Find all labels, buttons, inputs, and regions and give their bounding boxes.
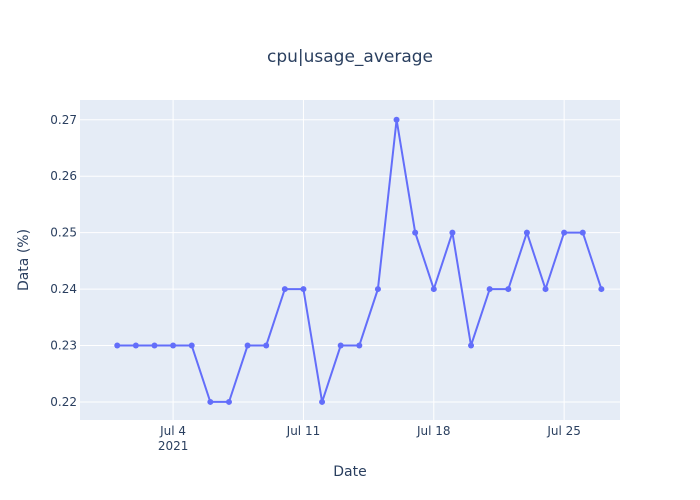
x-tick-label: Jul 18: [416, 424, 451, 438]
data-point: [542, 286, 549, 293]
data-point: [561, 229, 568, 236]
x-tick-label: Jul 11: [286, 424, 321, 438]
data-point: [151, 342, 158, 349]
data-point: [300, 286, 307, 293]
data-point: [486, 286, 493, 293]
data-point: [356, 342, 363, 349]
data-point: [170, 342, 177, 349]
data-point: [468, 342, 475, 349]
y-axis-ticks: 0.22 0.23 0.24 0.25 0.26 0.27: [50, 113, 77, 409]
y-tick-label: 0.23: [50, 339, 77, 353]
y-axis-title: Data (%): [16, 229, 32, 291]
data-point: [281, 286, 288, 293]
data-point: [449, 229, 456, 236]
data-point: [263, 342, 270, 349]
y-tick-label: 0.26: [50, 169, 77, 183]
data-point: [412, 229, 419, 236]
chart-title: cpu|usage_average: [267, 47, 433, 67]
data-point: [225, 398, 232, 405]
data-point: [188, 342, 195, 349]
data-point: [430, 286, 437, 293]
data-point: [114, 342, 121, 349]
data-point: [393, 116, 400, 123]
data-point: [244, 342, 251, 349]
x-tick-year-label: 2021: [158, 439, 189, 453]
x-tick-label: Jul 4: [159, 424, 186, 438]
x-tick-label: Jul 25: [546, 424, 581, 438]
y-tick-label: 0.24: [50, 282, 77, 296]
data-point: [337, 342, 344, 349]
data-point: [374, 286, 381, 293]
plot-area: [80, 100, 620, 420]
y-tick-label: 0.27: [50, 113, 77, 127]
data-point: [598, 286, 605, 293]
data-point: [505, 286, 512, 293]
data-points: [114, 116, 605, 405]
x-axis-title: Date: [333, 464, 366, 480]
y-tick-label: 0.22: [50, 395, 77, 409]
data-point: [207, 398, 214, 405]
data-point: [523, 229, 530, 236]
data-point: [132, 342, 139, 349]
data-point: [319, 398, 326, 405]
data-point: [579, 229, 586, 236]
y-tick-label: 0.25: [50, 226, 77, 240]
